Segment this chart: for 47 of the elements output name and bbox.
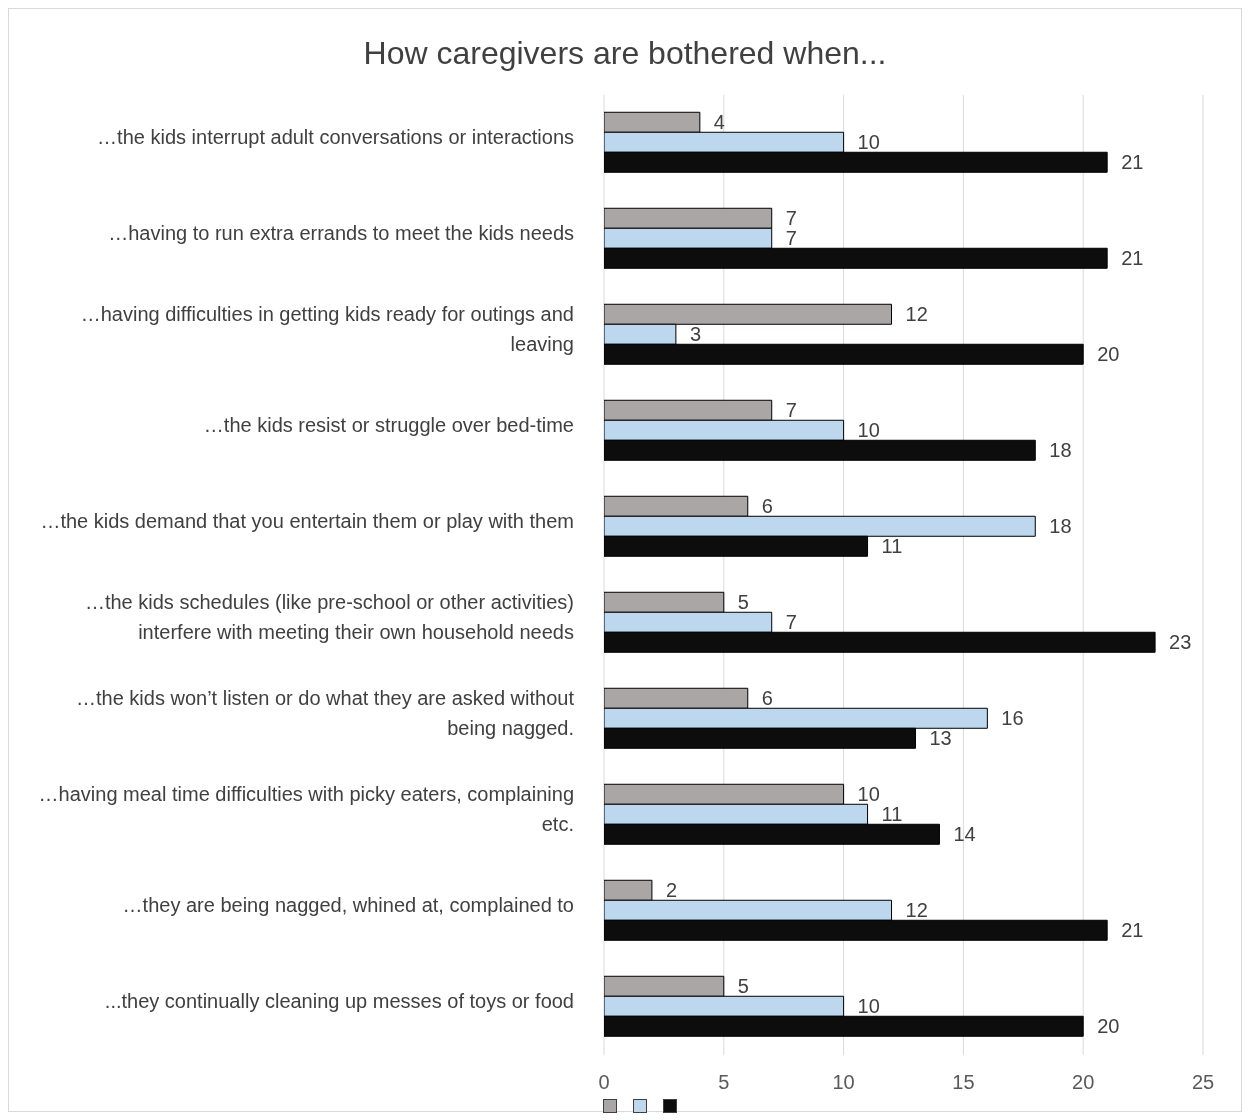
data-label: 3 <box>689 323 702 346</box>
data-label: 6 <box>761 495 773 518</box>
y-tick-label: …the kids resist or struggle over bed-time <box>203 414 574 437</box>
chart-title: How caregivers are bothered when... <box>362 35 888 73</box>
data-label: 21 <box>1121 247 1144 270</box>
data-label: 12 <box>905 899 928 922</box>
data-label: 16 <box>1001 707 1024 730</box>
data-label: 10 <box>857 995 880 1018</box>
data-label: 11 <box>881 535 903 558</box>
data-label: 20 <box>1097 343 1120 366</box>
data-label: 7 <box>785 611 797 634</box>
data-label: 20 <box>1097 1015 1120 1038</box>
data-label: 5 <box>737 591 749 614</box>
data-label: 10 <box>857 783 880 806</box>
data-label: 2 <box>665 879 678 902</box>
y-tick-label: …the kids interrupt adult conversations or interactions <box>97 126 574 149</box>
data-label: 21 <box>1121 919 1144 942</box>
data-label: 10 <box>857 131 880 154</box>
data-label: 5 <box>737 975 749 998</box>
y-tick-label: …the kids won’t listen or do what they are asked without being nagged. <box>75 687 575 740</box>
x-tick-label: 25 <box>1191 1071 1215 1094</box>
data-label: 4 <box>713 111 725 134</box>
data-label: 13 <box>929 727 952 750</box>
y-tick-label: …the kids schedules (like pre-school or other activities) interfere with meeting their own household needs <box>84 591 574 644</box>
data-label: 12 <box>905 303 928 326</box>
x-tick-label: 10 <box>832 1071 855 1094</box>
y-tick-label: …having difficulties in getting kids ready for outings and leaving <box>80 303 574 356</box>
y-tick-label: …having meal time difficulties with picky eaters, complaining etc. <box>38 783 574 836</box>
data-label: 18 <box>1049 439 1072 462</box>
data-label: 18 <box>1049 515 1072 538</box>
data-label: 21 <box>1121 151 1144 174</box>
y-tick-label: …having to run extra errands to meet the kids needs <box>108 222 574 245</box>
x-tick-label: 5 <box>718 1071 730 1094</box>
y-tick-label: …the kids demand that you entertain them or play with them <box>40 510 574 533</box>
data-label: 7 <box>785 227 797 250</box>
y-tick-label: …they are being nagged, whined at, complained to <box>122 894 574 917</box>
data-label: 10 <box>857 419 880 442</box>
data-label: 11 <box>881 803 903 826</box>
data-label: 7 <box>785 399 797 422</box>
y-tick-label: ...they continually cleaning up messes of toys or food <box>104 990 574 1013</box>
data-label: 7 <box>785 207 797 230</box>
data-label: 23 <box>1169 631 1192 654</box>
data-label: 6 <box>761 687 773 710</box>
x-tick-label: 0 <box>598 1071 610 1094</box>
x-tick-label: 15 <box>952 1071 975 1094</box>
data-label: 14 <box>953 823 976 846</box>
x-tick-label: 20 <box>1072 1071 1095 1094</box>
